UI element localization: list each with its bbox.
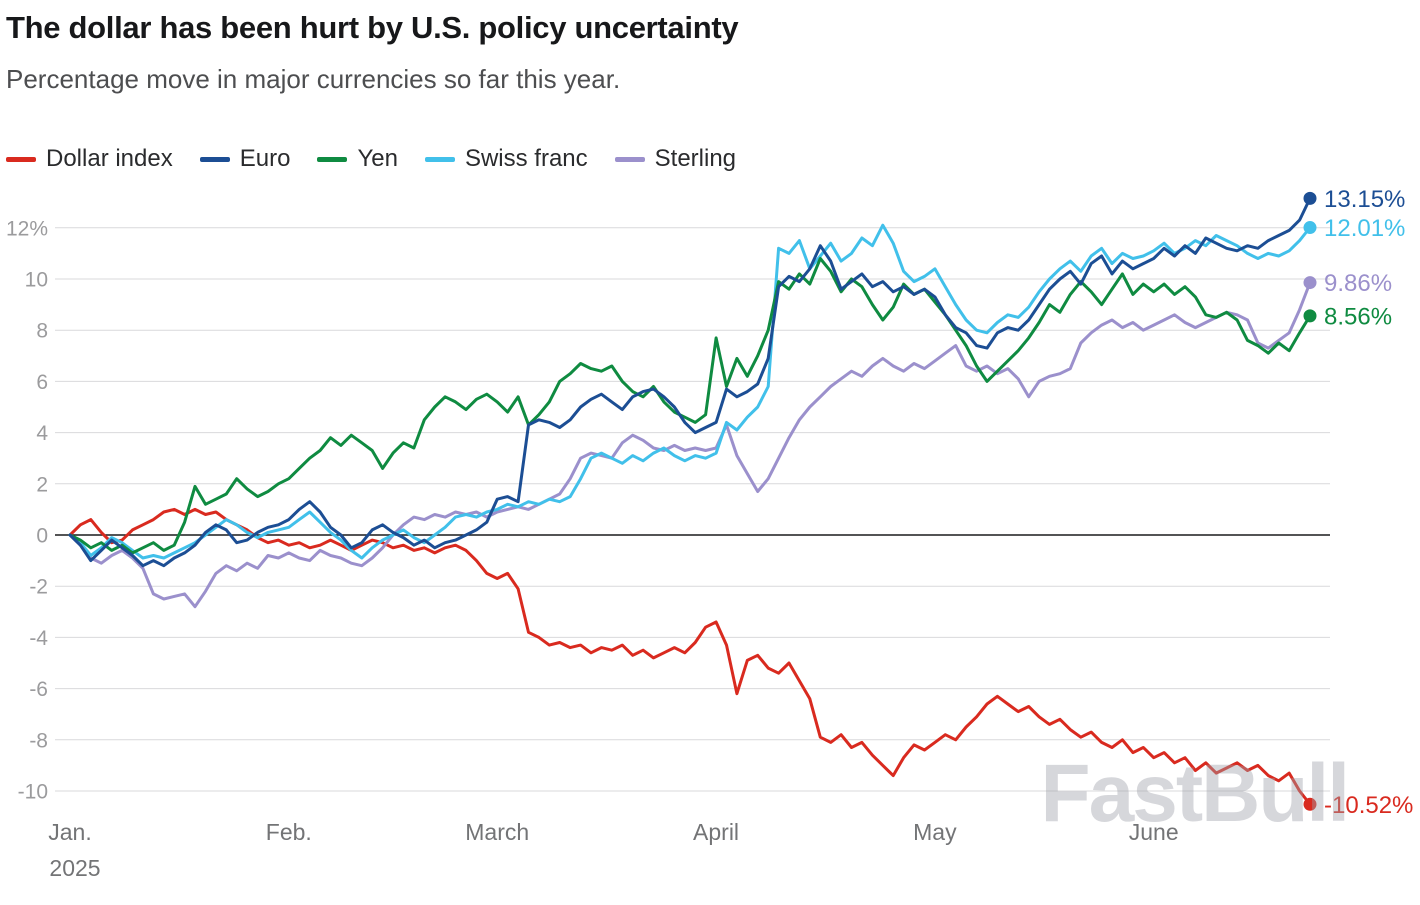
y-axis-tick-label: 6 xyxy=(36,371,48,394)
legend-label: Dollar index xyxy=(46,145,173,172)
legend-item-dollar-index: Dollar index xyxy=(6,145,173,173)
legend-item-euro: Euro xyxy=(199,145,291,173)
series-end-dot-yen xyxy=(1303,309,1317,323)
series-end-label-euro: 13.15% xyxy=(1324,186,1405,213)
y-axis-tick-label: 4 xyxy=(36,422,48,445)
x-axis-tick-label: May xyxy=(913,819,957,845)
x-axis-year-label: 2025 xyxy=(49,855,100,881)
y-axis-tick-label: 12% xyxy=(6,217,48,240)
legend-item-swiss-franc: Swiss franc xyxy=(424,145,588,173)
y-axis-tick-label: 10 xyxy=(25,269,48,292)
series-line-euro xyxy=(68,196,1312,568)
legend-swatch-sterling xyxy=(614,156,645,162)
series-end-dot-sterling xyxy=(1303,276,1317,290)
x-axis-tick-label: June xyxy=(1129,819,1179,845)
series-end-dot-euro xyxy=(1303,191,1317,205)
legend-label: Euro xyxy=(239,145,291,172)
series-end-label-sterling: 9.86% xyxy=(1324,270,1392,297)
x-axis-tick-label: Feb. xyxy=(266,819,312,845)
series-end-dot-dollar-index xyxy=(1303,797,1317,811)
legend-swatch-euro xyxy=(199,156,230,162)
y-axis-tick-label: -8 xyxy=(29,729,48,752)
legend-swatch-dollar-index xyxy=(6,156,36,162)
y-axis-tick-label: 8 xyxy=(36,320,48,343)
y-axis-tick-label: -6 xyxy=(29,678,48,701)
legend-item-sterling: Sterling xyxy=(614,145,737,173)
legend-label: Swiss franc xyxy=(464,145,588,172)
legend-swatch-yen xyxy=(317,156,348,162)
page-subtitle: Percentage move in major currencies so f… xyxy=(6,64,621,94)
legend-label: Yen xyxy=(357,145,398,172)
series-end-label-yen: 8.56% xyxy=(1324,303,1392,330)
series-line-dollar-index xyxy=(68,507,1312,806)
legend-swatch-swiss-franc xyxy=(424,156,455,162)
x-axis-tick-label: April xyxy=(693,819,739,845)
y-axis-tick-label: 2 xyxy=(36,473,48,496)
x-axis-tick-label: Jan. xyxy=(48,819,91,845)
legend-item-yen: Yen xyxy=(317,145,398,173)
series-end-label-dollar-index: -10.52% xyxy=(1324,792,1413,819)
legend-label: Sterling xyxy=(654,145,737,172)
series-line-yen xyxy=(68,257,1312,555)
series-end-dot-swiss-franc xyxy=(1303,221,1317,235)
series-end-label-swiss-franc: 12.01% xyxy=(1324,215,1405,242)
y-axis-tick-label: -4 xyxy=(29,627,48,650)
page-title: The dollar has been hurt by U.S. policy … xyxy=(6,10,739,45)
chart-header: The dollar has been hurt by U.S. policy … xyxy=(6,10,739,95)
series-line-sterling xyxy=(68,281,1312,609)
y-axis-tick-label: 0 xyxy=(36,525,48,548)
x-axis-tick-label: March xyxy=(465,819,529,845)
legend: Dollar index Euro Yen Swiss franc Sterling xyxy=(6,145,736,173)
y-axis-tick-label: -2 xyxy=(29,576,48,599)
y-axis-tick-label: -10 xyxy=(18,781,48,804)
series-line-swiss-franc xyxy=(68,223,1312,560)
